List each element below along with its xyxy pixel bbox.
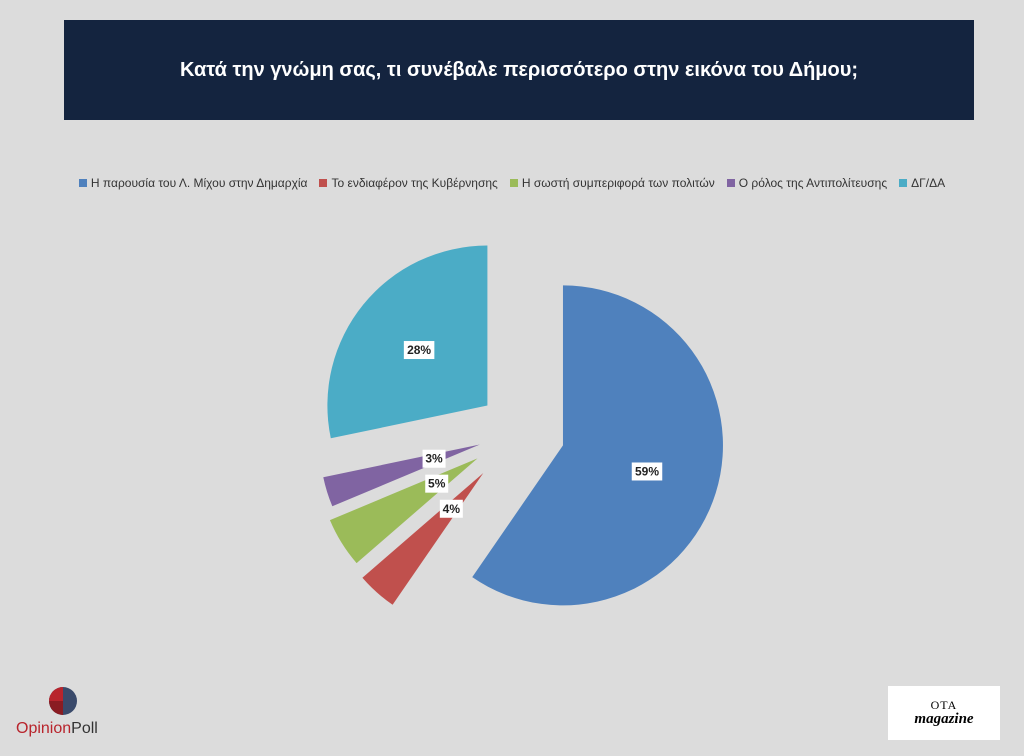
ota-magazine-logo: ΟΤΑ magazine (888, 686, 1000, 740)
legend-item: Η παρουσία του Λ. Μίχου στην Δημαρχία (78, 176, 308, 190)
data-label: 3% (422, 449, 446, 468)
legend-swatch (78, 179, 87, 187)
title-banner: Κατά την γνώμη σας, τι συνέβαλε περισσότ… (64, 20, 974, 120)
data-label-box (403, 341, 435, 360)
data-label: 59% (631, 462, 663, 481)
data-label: 4% (439, 499, 463, 518)
pie-slice (472, 285, 723, 606)
data-label-text: 3% (425, 452, 443, 466)
data-label-box (425, 474, 449, 493)
legend-swatch (899, 179, 908, 187)
legend-item: Η σωστή συμπεριφορά των πολιτών (509, 176, 715, 190)
legend-item: Ο ρόλος της Αντιπολίτευσης (726, 176, 888, 190)
data-label-box (631, 462, 663, 481)
opinion-poll-logo-text-2: Poll (71, 720, 98, 737)
data-label-text: 5% (428, 477, 446, 491)
data-label-text: 59% (635, 464, 659, 478)
legend-swatch (726, 179, 735, 187)
legend-item: Το ενδιαφέρον της Κυβέρνησης (319, 176, 498, 190)
opinion-poll-logo-mark (49, 687, 77, 715)
legend-swatch (319, 179, 328, 187)
opinion-poll-logo-text-1: Opinion (16, 720, 72, 737)
data-label-box (422, 449, 446, 468)
data-label: 5% (425, 474, 449, 493)
legend-swatch (509, 179, 518, 187)
legend-item: ΔΓ/ΔΑ (899, 176, 945, 190)
ota-logo-line2: magazine (914, 710, 974, 727)
chart-title: Κατά την γνώμη σας, τι συνέβαλε περισσότ… (179, 58, 859, 81)
chart-legend: Η παρουσία του Λ. Μίχου στην Δημαρχία Το … (0, 176, 1024, 190)
legend-label: Η σωστή συμπεριφορά των πολιτών (521, 176, 715, 190)
legend-label: ΔΓ/ΔΑ (911, 176, 946, 190)
ota-logo-line1: ΟΤΑ (930, 697, 958, 712)
data-label: 28% (403, 341, 435, 360)
data-label-text: 28% (407, 343, 431, 357)
legend-label: Ο ρόλος της Αντιπολίτευσης (738, 176, 888, 190)
data-label-text: 4% (443, 502, 461, 516)
data-label-box (439, 499, 463, 518)
legend-label: Η παρουσία του Λ. Μίχου στην Δημαρχία (90, 176, 308, 190)
legend-label: Το ενδιαφέρον της Κυβέρνησης (331, 176, 498, 190)
opinion-poll-logo: OpinionPoll (16, 686, 116, 742)
